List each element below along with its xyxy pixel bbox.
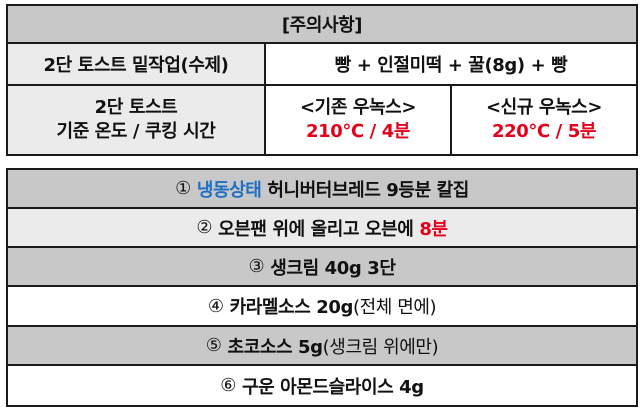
step-row-3: ③ 생크림 40g 3단 [8, 248, 636, 285]
temp-label-cell: 2단 토스트 기준 온도 / 쿠킹 시간 [8, 86, 264, 154]
new-oven-label: <신규 우녹스> [485, 97, 603, 118]
toast-recipe: 빵 + 인절미떡 + 꿀(8g) + 빵 [334, 55, 568, 76]
step-highlight: 8분 [419, 218, 448, 240]
step-number: ② [196, 217, 213, 238]
divider [8, 84, 636, 86]
caution-header: [주의사항] [8, 6, 636, 42]
old-oven-cell: <기존 우녹스> 210℃ / 4분 [266, 86, 450, 154]
caution-title: [주의사항] [281, 15, 363, 36]
step-text: 초코소스 5g [227, 336, 324, 358]
divider [8, 207, 636, 209]
new-oven-cell: <신규 우녹스> 220℃ / 5분 [452, 86, 636, 154]
divider [450, 86, 452, 154]
steps-table: ① 냉동상태 허니버터브레드 9등분 칼집 ② 오븐팬 위에 올리고 오븐에 8… [6, 168, 638, 407]
toast-recipe-cell: 빵 + 인절미떡 + 꿀(8g) + 빵 [266, 44, 636, 84]
caution-table: [주의사항] 2단 토스트 밑작업(수제) 빵 + 인절미떡 + 꿀(8g) +… [6, 4, 638, 156]
step-text: 생크림 40g 3단 [270, 257, 396, 279]
divider [8, 246, 636, 248]
step-note: (생크림 위에만) [322, 336, 439, 358]
divider [264, 44, 266, 154]
divider [8, 364, 636, 366]
temp-label-line1: 2단 토스트 [94, 97, 178, 118]
step-row-6: ⑥ 구운 아몬드슬라이스 4g [8, 366, 636, 405]
step-row-4: ④ 카라멜소스 20g (전체 면에) [8, 287, 636, 325]
step-number: ① [175, 178, 191, 199]
step-text: 구운 아몬드슬라이스 4g [241, 376, 424, 398]
toast-label-cell: 2단 토스트 밑작업(수제) [8, 44, 264, 84]
step-row-1: ① 냉동상태 허니버터브레드 9등분 칼집 [8, 170, 636, 207]
divider [8, 325, 636, 327]
step-text: 허니버터브레드 9등분 칼집 [261, 179, 469, 201]
step-number: ④ [207, 295, 224, 317]
divider [8, 285, 636, 287]
step-text: 카라멜소스 20g [229, 297, 354, 318]
step-row-5: ⑤ 초코소스 5g (생크림 위에만) [8, 327, 636, 364]
step-number: ⑥ [220, 375, 236, 396]
old-oven-label: <기존 우녹스> [299, 97, 417, 118]
step-highlight: 냉동상태 [196, 179, 262, 201]
step-number: ⑤ [205, 335, 222, 356]
step-row-2: ② 오븐팬 위에 올리고 오븐에 8분 [8, 209, 636, 246]
step-note: (전체 면에) [352, 297, 437, 318]
temp-label-line2: 기준 온도 / 쿠킹 시간 [56, 121, 216, 142]
old-oven-value: 210℃ / 4분 [306, 121, 410, 142]
new-oven-value: 220℃ / 5분 [492, 121, 596, 142]
step-number: ③ [248, 256, 265, 277]
divider [8, 42, 636, 44]
toast-label: 2단 토스트 밑작업(수제) [43, 55, 229, 76]
step-text: 오븐팬 위에 올리고 오븐에 [218, 218, 420, 240]
